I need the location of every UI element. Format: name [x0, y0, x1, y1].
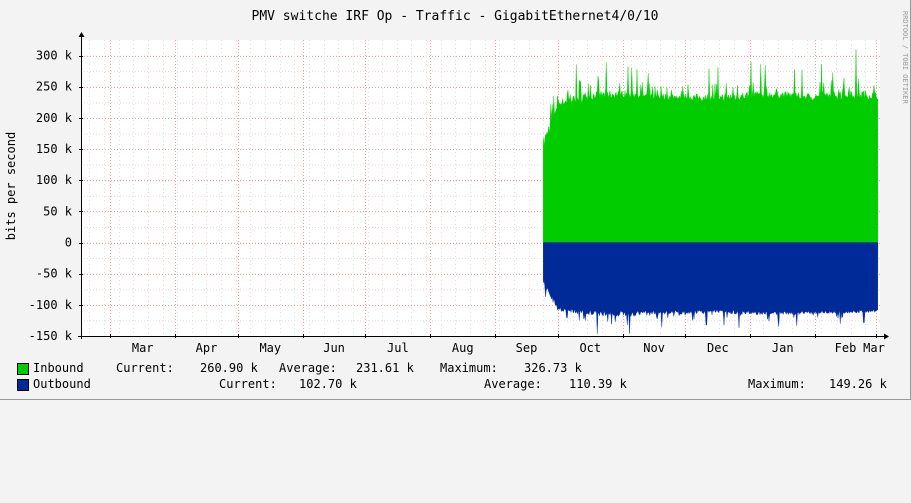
outbound-swatch [17, 379, 29, 391]
x-axis-arrow [884, 333, 889, 340]
inbound-current-value: 260.90 k [200, 361, 258, 375]
x-tick-label: Dec [707, 341, 729, 355]
x-tick-label: Mar [863, 341, 885, 355]
y-tick-label: -50 k [36, 267, 73, 281]
y-tick-label: -100 k [29, 298, 73, 312]
y-axis-arrow [78, 32, 85, 37]
outbound-current-label: Current: [219, 377, 277, 391]
axes [78, 32, 889, 340]
x-tick-label: Oct [579, 341, 601, 355]
inbound-maximum-label: Maximum: [440, 361, 498, 375]
outbound-area [543, 242, 879, 334]
x-tick-label: Jun [323, 341, 345, 355]
inbound-area [543, 49, 879, 243]
y-tick-label: 100 k [36, 173, 73, 187]
x-tick-label: Jan [772, 341, 794, 355]
inbound-average-label: Average: [279, 361, 337, 375]
outbound-average-label: Average: [484, 377, 542, 391]
y-tick-label: 50 k [43, 204, 73, 218]
inbound-label: Inbound [33, 361, 84, 375]
x-tick-label: May [259, 341, 281, 355]
chart-title: PMV switche IRF Op - Traffic - GigabitEt… [252, 9, 659, 24]
outbound-current-value: 102.70 k [299, 377, 357, 391]
y-tick-label: 250 k [36, 80, 73, 94]
inbound-average-value: 231.61 k [356, 361, 414, 375]
inbound-maximum-value: 326.73 k [524, 361, 582, 375]
outbound-label: Outbound [33, 377, 91, 391]
y-tick-label: 200 k [36, 111, 73, 125]
traffic-chart: PMV switche IRF Op - Traffic - GigabitEt… [0, 0, 911, 400]
legend-inbound: Inbound Current: 260.90 k Average: 231.6… [0, 361, 911, 377]
outbound-maximum-label: Maximum: [748, 377, 806, 391]
y-tick-label: -150 k [29, 329, 73, 343]
x-tick-label: Apr [196, 341, 218, 355]
outbound-average-value: 110.39 k [569, 377, 627, 391]
x-tick-labels: Mar Apr May Jun Jul Aug Sep Oct Nov Dec Jan Feb Mar [132, 341, 885, 355]
inbound-swatch [17, 363, 29, 375]
y-tick-label: 150 k [36, 142, 73, 156]
y-axis-label: bits per second [4, 132, 18, 240]
x-tick-label: Feb [835, 341, 857, 355]
x-tick-label: Aug [452, 341, 474, 355]
y-tick-labels: 300 k 250 k 200 k 150 k 100 k 50 k 0 -50 k -100 … [29, 49, 73, 343]
x-tick-label: Jul [387, 341, 409, 355]
outbound-maximum-value: 149.26 k [829, 377, 887, 391]
x-tick-label: Mar [132, 341, 154, 355]
legend-outbound: Outbound Current: 102.70 k Average: 110.… [0, 377, 911, 393]
rrdtool-watermark: RRDTOOL / TOBI OETIKER [901, 11, 909, 105]
y-tick-label: 0 [65, 236, 72, 250]
y-tick-label: 300 k [36, 49, 73, 63]
x-tick-label: Sep [516, 341, 538, 355]
x-tick-label: Nov [643, 341, 665, 355]
inbound-current-label: Current: [116, 361, 174, 375]
data-areas [543, 49, 879, 334]
